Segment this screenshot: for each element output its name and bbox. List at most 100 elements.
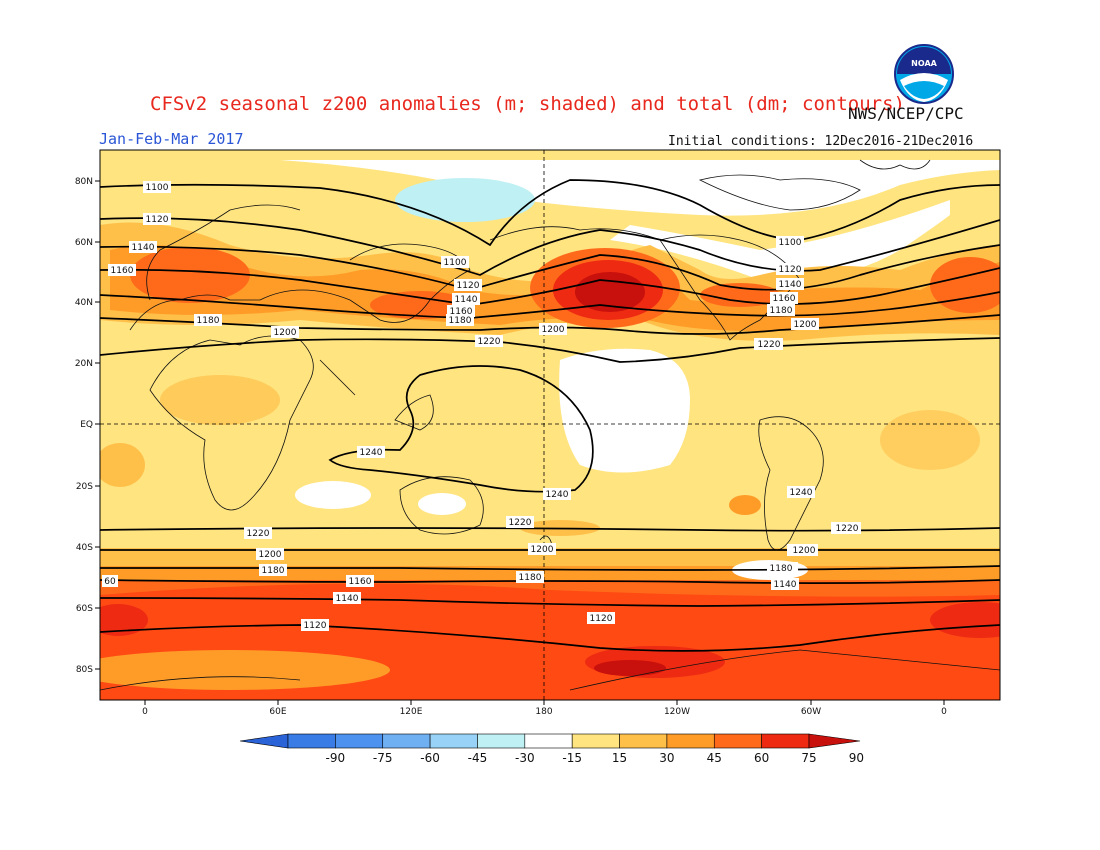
- svg-text:1180: 1180: [770, 306, 793, 316]
- svg-text:1220: 1220: [247, 529, 270, 539]
- contour-label: 1200: [790, 544, 818, 556]
- svg-text:1200: 1200: [274, 328, 297, 338]
- svg-text:1160: 1160: [111, 266, 134, 276]
- contour-label: 1120: [454, 279, 482, 291]
- svg-text:1120: 1120: [304, 621, 327, 631]
- lon-label: 0: [941, 707, 947, 717]
- svg-text:1100: 1100: [444, 258, 467, 268]
- contour-label: 1200: [271, 326, 299, 338]
- lat-label: EQ: [80, 420, 93, 430]
- noaa-logo-icon: NOAA: [894, 44, 954, 104]
- lon-label: 120E: [400, 707, 423, 717]
- svg-text:1120: 1120: [590, 614, 613, 624]
- contour-label: 1220: [755, 338, 783, 350]
- lon-label: 0: [142, 707, 148, 717]
- contour-labels: 1100112011401160118012001220124011001120…: [102, 181, 861, 631]
- lat-label: 60N: [75, 238, 93, 248]
- contour-label: 1220: [244, 527, 272, 539]
- colorbar-swatch: [571, 733, 620, 749]
- colorbar-swatch: [666, 733, 715, 749]
- colorbar-label: -60: [420, 751, 440, 765]
- colorbar-label: 75: [801, 751, 816, 765]
- contour-label: 1220: [833, 522, 861, 534]
- svg-text:1220: 1220: [836, 524, 859, 534]
- contour-label: 1180: [194, 314, 222, 326]
- svg-text:1160: 1160: [450, 307, 473, 317]
- contour-label: 1200: [791, 318, 819, 330]
- colorbar-label: -30: [515, 751, 535, 765]
- colorbar-min-arrow: [239, 733, 289, 749]
- lat-label: 40S: [76, 543, 93, 553]
- colorbar: -90 -75 -60 -45 -30 -15 15 30 45 60 75 90: [239, 733, 864, 765]
- lat-label: 80S: [76, 665, 93, 675]
- colorbar-label: 45: [707, 751, 722, 765]
- contour-label: 1100: [441, 256, 469, 268]
- contour-label: 1140: [333, 592, 361, 604]
- contour-label: 1140: [776, 278, 804, 290]
- agency-label: NWS/NCEP/CPC: [848, 104, 964, 123]
- figure-title: CFSv2 seasonal z200 anomalies (m; shaded…: [150, 93, 905, 115]
- map-frame: [99, 149, 1001, 701]
- contour-label: 1100: [776, 236, 804, 248]
- contour-label: 1160: [346, 575, 374, 587]
- svg-text:1200: 1200: [259, 550, 282, 560]
- svg-text:1120: 1120: [146, 215, 169, 225]
- colorbar-label: 90: [849, 751, 864, 765]
- colorbar-label: 15: [612, 751, 627, 765]
- contour-label: 1220: [506, 516, 534, 528]
- svg-text:1140: 1140: [336, 594, 359, 604]
- svg-text:1200: 1200: [793, 546, 816, 556]
- svg-text:1140: 1140: [774, 580, 797, 590]
- colorbar-swatch: [761, 733, 810, 749]
- svg-text:1140: 1140: [455, 295, 478, 305]
- contour-label: 1240: [357, 446, 385, 458]
- lat-label: 20S: [76, 482, 93, 492]
- colorbar-swatch: [524, 733, 573, 749]
- svg-text:1200: 1200: [542, 325, 565, 335]
- svg-text:1140: 1140: [132, 243, 155, 253]
- lon-label: 60W: [801, 707, 821, 717]
- contour-label: 1200: [539, 323, 567, 335]
- lat-label: 40N: [75, 298, 93, 308]
- contour-label: 1140: [452, 293, 480, 305]
- colorbar-swatch: [287, 733, 336, 749]
- longitude-axis: 0 60E 120E 180 120W 60W 0: [142, 700, 947, 717]
- lat-label: 80N: [75, 177, 93, 187]
- colorbar-swatch: [335, 733, 384, 749]
- lat-label: 20N: [75, 359, 93, 369]
- latitude-axis: 80N 60N 40N 20N EQ 20S 40S 60S 80S: [75, 177, 100, 675]
- contour-label: 1160: [770, 292, 798, 304]
- contour-label: 1180: [259, 564, 287, 576]
- svg-text:NOAA: NOAA: [911, 59, 937, 68]
- contour-label: 1200: [528, 543, 556, 555]
- contour-label: 1120: [587, 612, 615, 624]
- contour-label: 1180: [446, 314, 474, 326]
- svg-text:1180: 1180: [770, 564, 793, 574]
- contour-label: 1120: [776, 263, 804, 275]
- contour-label: 1180: [516, 571, 544, 583]
- contour-label: 1140: [129, 241, 157, 253]
- colorbar-label: -45: [468, 751, 488, 765]
- colorbar-swatch: [619, 733, 668, 749]
- svg-text:1120: 1120: [457, 281, 480, 291]
- colorbar-swatch: [382, 733, 431, 749]
- colorbar-swatch: [429, 733, 478, 749]
- svg-text:1200: 1200: [794, 320, 817, 330]
- colorbar-swatch: [477, 733, 526, 749]
- svg-text:1180: 1180: [449, 316, 472, 326]
- lon-label: 120W: [664, 707, 690, 717]
- svg-text:1120: 1120: [779, 265, 802, 275]
- colorbar-label: -15: [562, 751, 582, 765]
- colorbar-label: -75: [373, 751, 393, 765]
- svg-text:1100: 1100: [146, 183, 169, 193]
- contour-label: 1240: [543, 488, 571, 500]
- contour-label: 1120: [143, 213, 171, 225]
- contour-label: 1160: [108, 264, 136, 276]
- period-label: Jan-Feb-Mar 2017: [99, 130, 244, 148]
- svg-text:1180: 1180: [519, 573, 542, 583]
- svg-text:1160: 1160: [773, 294, 796, 304]
- initial-conditions-label: Initial conditions: 12Dec2016-21Dec2016: [668, 134, 973, 149]
- contour-label: 60: [102, 575, 118, 587]
- contour-label: 1200: [256, 548, 284, 560]
